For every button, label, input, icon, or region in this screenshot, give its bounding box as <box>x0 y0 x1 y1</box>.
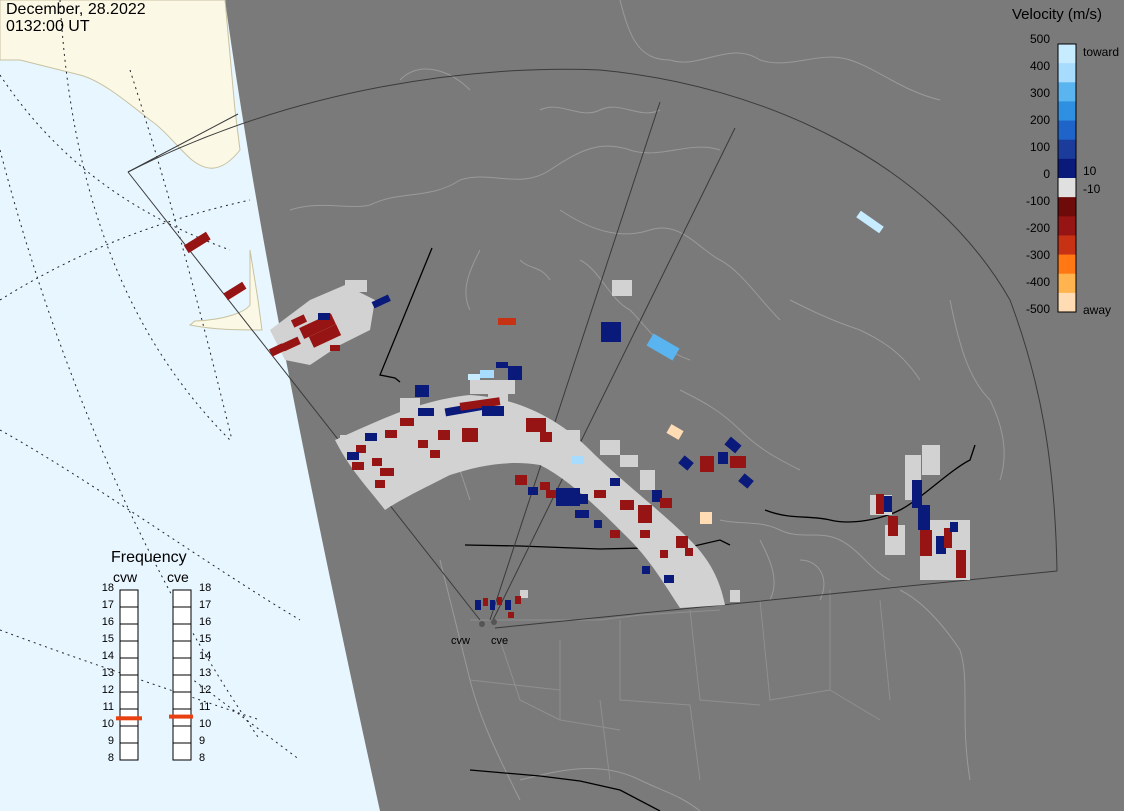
frequency-tick-label: 18 <box>101 582 114 594</box>
velocity-tick: 10 <box>1083 164 1097 178</box>
radar-fov <box>127 68 1058 629</box>
frequency-tick-label: 13 <box>199 667 212 679</box>
velocity-colorbar <box>1058 44 1076 313</box>
frequency-tick-label: 8 <box>199 752 206 764</box>
frequency-scale-cve <box>172 589 192 761</box>
velocity-colorbar-segment <box>1058 82 1076 102</box>
radar-site-cvw <box>479 621 485 627</box>
radar-site-cve <box>491 619 497 625</box>
frequency-scale-cvw <box>119 589 139 761</box>
velocity-scale-title: Velocity (m/s) <box>1012 6 1103 23</box>
velocity-tick: 100 <box>1029 140 1050 154</box>
velocity-colorbar-segment <box>1058 292 1076 313</box>
frequency-tick-label: 11 <box>199 701 211 713</box>
frequency-marker-cvw <box>116 716 142 721</box>
frequency-tick-label: 12 <box>101 684 114 696</box>
velocity-colorbar-segment <box>1058 101 1076 122</box>
frequency-tick-label: 14 <box>199 650 212 662</box>
velocity-cells <box>183 210 966 618</box>
velocity-tick: 200 <box>1029 113 1050 127</box>
velocity-tick: -10 <box>1083 182 1101 196</box>
velocity-tick: -500 <box>1025 302 1050 316</box>
velocity-colorbar-segment <box>1058 235 1076 256</box>
map-time: 0132:00 UT <box>6 18 90 35</box>
ocean-region <box>0 0 380 811</box>
frequency-tick-label: 10 <box>101 718 114 730</box>
velocity-colorbar-segment <box>1058 139 1076 160</box>
frequency-tick-label: 9 <box>107 735 114 747</box>
aleutian-peninsula <box>188 249 263 331</box>
radar-label-cve: cve <box>491 635 509 647</box>
frequency-tick-label: 14 <box>101 650 114 662</box>
frequency-tick-label: 17 <box>199 599 212 611</box>
velocity-tick: 400 <box>1029 59 1050 73</box>
velocity-colorbar-segment <box>1058 273 1076 294</box>
velocity-tick: -100 <box>1025 194 1050 208</box>
frequency-tick-label: 15 <box>199 633 212 645</box>
frequency-tick-label: 10 <box>199 718 212 730</box>
frequency-tick-label: 8 <box>107 752 114 764</box>
velocity-tick: -300 <box>1025 248 1050 262</box>
coastlines <box>289 0 1005 811</box>
frequency-radar-cvw: cvw <box>113 569 138 585</box>
frequency-tick-label: 17 <box>101 599 114 611</box>
velocity-colorbar-segment <box>1058 197 1076 217</box>
frequency-tick-label: 9 <box>199 735 206 747</box>
velocity-colorbar-segment <box>1058 254 1076 275</box>
state-borders <box>469 590 891 781</box>
frequency-marker-cve <box>169 714 193 719</box>
frequency-radar-cve: cve <box>167 569 189 585</box>
frequency-tick-label: 15 <box>101 633 114 645</box>
velocity-colorbar-segment <box>1058 178 1076 198</box>
velocity-tick: -400 <box>1025 275 1050 289</box>
frequency-tick-label: 13 <box>101 667 114 679</box>
velocity-colorbar-segment <box>1058 158 1076 179</box>
frequency-tick-label: 16 <box>101 616 114 628</box>
velocity-tick: 500 <box>1029 32 1050 46</box>
velocity-colorbar-segment <box>1058 120 1076 141</box>
radar-label-cvw: cvw <box>451 635 470 647</box>
alaska-landmass <box>0 0 241 169</box>
lat-lon-grid <box>0 0 301 761</box>
frequency-tick-label: 12 <box>199 684 212 696</box>
velocity-colorbar-segment <box>1058 63 1076 83</box>
frequency-tick-label: 16 <box>199 616 212 628</box>
velocity-toward-label: toward <box>1083 45 1120 59</box>
velocity-tick: 0 <box>1043 167 1050 181</box>
frequency-tick-label: 18 <box>199 582 212 594</box>
velocity-tick: 300 <box>1029 86 1050 100</box>
velocity-tick: -200 <box>1025 221 1050 235</box>
frequency-title: Frequency <box>111 549 187 566</box>
map-date: December, 28.2022 <box>6 1 146 18</box>
frequency-tick-label: 11 <box>102 701 114 713</box>
velocity-colorbar-frame <box>1057 43 1077 313</box>
velocity-colorbar-segment <box>1058 216 1076 236</box>
velocity-colorbar-segment <box>1058 44 1076 64</box>
velocity-away-label: away <box>1083 303 1112 317</box>
